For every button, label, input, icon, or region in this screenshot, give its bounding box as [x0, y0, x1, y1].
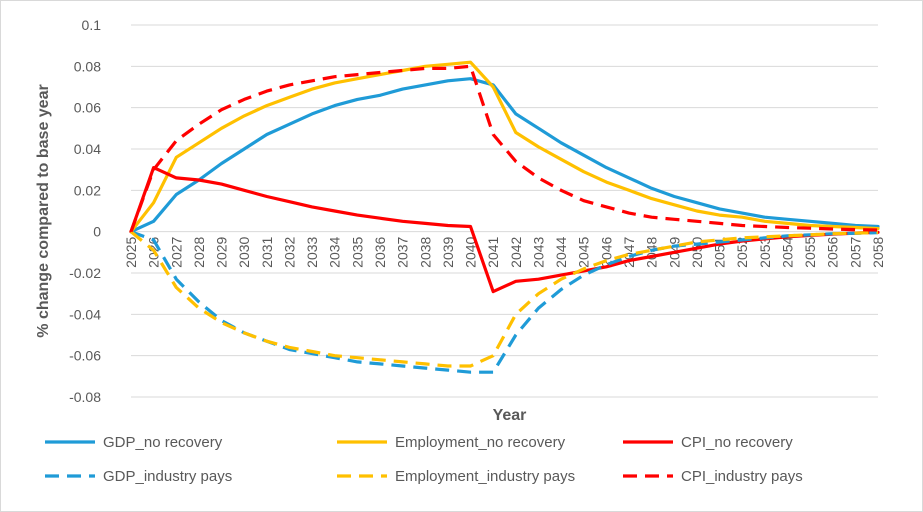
x-tick-label: 2033 — [304, 236, 320, 267]
legend-label: CPI_industry pays — [681, 468, 803, 485]
legend: GDP_no recovery Employment_no recovery CPI… — [45, 434, 803, 485]
x-tick-label: 2025 — [123, 236, 139, 267]
x-tick-label: 2029 — [214, 236, 230, 267]
y-tick-label: -0.04 — [69, 306, 101, 322]
x-tick-label: 2045 — [576, 236, 592, 267]
x-tick-label: 2044 — [553, 236, 569, 267]
x-tick-label: 2057 — [847, 236, 863, 267]
x-tick-label: 2032 — [281, 236, 297, 267]
y-tick-label: -0.02 — [69, 265, 101, 281]
series-lines — [129, 60, 880, 374]
x-tick-label: 2034 — [327, 236, 343, 267]
x-tick-label: 2055 — [802, 236, 818, 267]
x-axis-title: Year — [493, 407, 527, 424]
series-line-cpi-industry-pays — [129, 64, 879, 233]
legend-label: GDP_industry pays — [103, 468, 232, 485]
y-tick-label: 0.02 — [74, 182, 101, 198]
legend-label: Employment_no recovery — [395, 434, 566, 451]
x-tick-label: 2048 — [644, 236, 660, 267]
x-tick-label: 2052 — [734, 236, 750, 267]
y-tick-label: 0.1 — [82, 17, 102, 33]
x-tick-label: 2036 — [372, 236, 388, 267]
series-line-gdp-industry-pays — [130, 230, 879, 374]
y-tick-label: 0.08 — [74, 58, 101, 74]
series-line-cpi-no-recovery — [129, 166, 880, 294]
x-tick-label: 2031 — [259, 236, 275, 267]
series-line-employment-no-recovery — [129, 60, 880, 234]
series-line-employment-industry-pays — [129, 230, 879, 368]
x-tick-label: 2030 — [236, 236, 252, 267]
x-tick-label: 2042 — [508, 236, 524, 267]
x-tick-label: 2054 — [779, 236, 795, 267]
gridlines — [131, 24, 878, 398]
x-tick-label: 2039 — [440, 236, 456, 267]
x-tick-label: 2041 — [485, 236, 501, 267]
legend-label: Employment_industry pays — [395, 468, 575, 485]
x-tick-label: 2056 — [825, 236, 841, 267]
legend-label: CPI_no recovery — [681, 434, 793, 451]
x-tick-label: 2035 — [349, 236, 365, 267]
legend-label: GDP_no recovery — [103, 434, 223, 451]
y-tick-label: -0.06 — [69, 348, 101, 364]
y-tick-label: 0.06 — [74, 100, 101, 116]
x-tick-label: 2053 — [757, 236, 773, 267]
x-tick-label: 2058 — [870, 236, 886, 267]
x-tick-label: 2028 — [191, 236, 207, 267]
y-tick-label: -0.08 — [69, 389, 101, 405]
y-tick-label: 0.04 — [74, 141, 101, 157]
x-tick-label: 2037 — [395, 236, 411, 267]
x-tick-label: 2046 — [598, 236, 614, 267]
x-tick-label: 2043 — [530, 236, 546, 267]
y-axis-title: % change compared to base year — [35, 84, 52, 337]
y-tick-label: 0 — [93, 224, 101, 240]
x-axis-ticks: 2025 2026 2027 2028 2029 2030 2031 2032 2033 2034… — [123, 236, 886, 267]
x-tick-label: 2027 — [168, 236, 184, 267]
y-axis-ticks: 0.1 0.08 0.06 0.04 0.02 0 -0.02 -0.04 -0.06 -0.08 — [69, 17, 101, 405]
x-tick-label: 2040 — [463, 236, 479, 267]
x-tick-label: 2038 — [417, 236, 433, 267]
series-line-gdp-no-recovery — [129, 77, 880, 234]
